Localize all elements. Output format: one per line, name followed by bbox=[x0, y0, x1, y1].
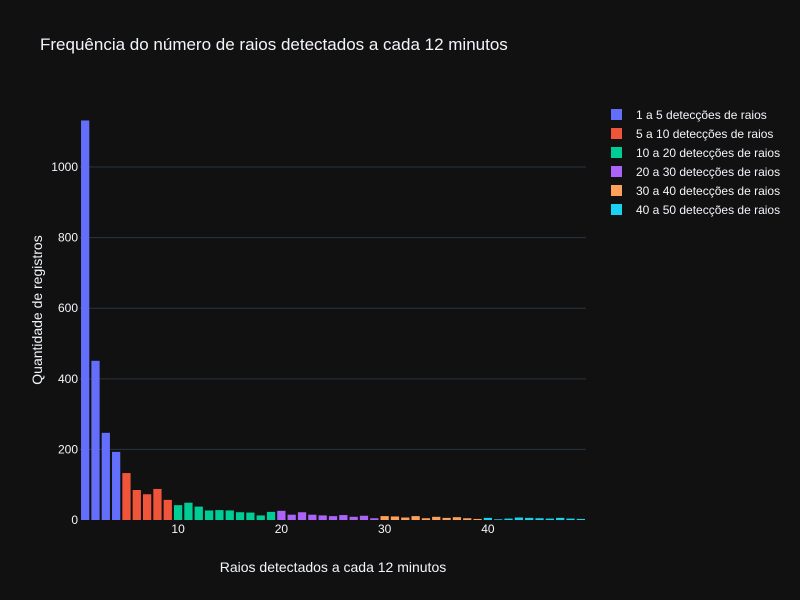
legend-item[interactable]: 20 a 30 detecções de raios bbox=[611, 165, 780, 179]
series-6-bars bbox=[483, 517, 585, 520]
bar[interactable] bbox=[173, 505, 183, 520]
legend-label: 10 a 20 detecções de raios bbox=[636, 146, 780, 160]
bar[interactable] bbox=[287, 514, 296, 520]
legend-swatch bbox=[611, 204, 622, 215]
legend-swatch bbox=[611, 128, 622, 139]
bar[interactable] bbox=[566, 518, 575, 520]
y-tick-label: 600 bbox=[58, 301, 78, 315]
legend-swatch bbox=[611, 185, 622, 196]
bar[interactable] bbox=[277, 510, 286, 520]
bar[interactable] bbox=[494, 519, 503, 520]
y-tick-label: 200 bbox=[58, 442, 78, 456]
y-axis-title: Quantidade de registros bbox=[29, 235, 45, 384]
bar[interactable] bbox=[142, 494, 152, 520]
legend-swatch bbox=[611, 147, 622, 158]
legend: 1 a 5 detecções de raios 5 a 10 detecções… bbox=[611, 108, 780, 217]
legend-label: 1 a 5 detecções de raios bbox=[636, 108, 767, 122]
legend-label: 5 a 10 detecções de raios bbox=[636, 127, 773, 141]
legend-swatch bbox=[611, 166, 622, 177]
bar[interactable] bbox=[390, 516, 400, 520]
bar[interactable] bbox=[297, 512, 307, 520]
gridlines bbox=[80, 166, 586, 450]
legend-swatch bbox=[611, 109, 622, 120]
chart-title: Frequência do número de raios detectados… bbox=[40, 35, 508, 54]
bar[interactable] bbox=[370, 518, 379, 520]
bar[interactable] bbox=[215, 510, 224, 520]
bar[interactable] bbox=[432, 516, 441, 520]
series-3-bars bbox=[173, 502, 276, 520]
legend-label: 40 a 50 detecções de raios bbox=[636, 203, 780, 217]
y-axis-ticks: 0 200 400 600 800 1000 bbox=[51, 160, 78, 527]
y-tick-label: 800 bbox=[58, 231, 78, 245]
y-tick-label: 400 bbox=[58, 372, 78, 386]
bar[interactable] bbox=[256, 515, 265, 520]
bar[interactable] bbox=[184, 502, 193, 520]
x-tick-label: 30 bbox=[378, 522, 392, 536]
series-2-bars bbox=[122, 473, 172, 520]
bar[interactable] bbox=[380, 516, 389, 520]
bars bbox=[81, 120, 585, 521]
legend-item[interactable]: 30 a 40 detecções de raios bbox=[611, 184, 780, 198]
bar[interactable] bbox=[576, 518, 585, 520]
bar[interactable] bbox=[91, 360, 100, 520]
bar[interactable] bbox=[308, 514, 317, 520]
bar[interactable] bbox=[328, 516, 338, 520]
legend-item[interactable]: 10 a 20 detecções de raios bbox=[611, 146, 780, 160]
bar[interactable] bbox=[545, 518, 554, 520]
bar[interactable] bbox=[163, 499, 172, 520]
bar[interactable] bbox=[235, 512, 245, 520]
legend-label: 20 a 30 detecções de raios bbox=[636, 165, 780, 179]
legend-item[interactable]: 5 a 10 detecções de raios bbox=[611, 127, 773, 141]
x-tick-label: 20 bbox=[275, 522, 289, 536]
legend-label: 30 a 40 detecções de raios bbox=[636, 184, 780, 198]
bar[interactable] bbox=[463, 518, 472, 520]
bar[interactable] bbox=[504, 518, 513, 520]
bar[interactable] bbox=[349, 516, 358, 520]
bar[interactable] bbox=[318, 515, 327, 520]
x-tick-label: 40 bbox=[481, 522, 495, 536]
series-1-bars bbox=[81, 120, 121, 521]
y-tick-label: 1000 bbox=[51, 160, 78, 174]
bar[interactable] bbox=[452, 517, 462, 520]
legend-item[interactable]: 40 a 50 detecções de raios bbox=[611, 203, 780, 217]
bar[interactable] bbox=[525, 517, 534, 520]
bar[interactable] bbox=[473, 518, 482, 520]
bar[interactable] bbox=[535, 518, 544, 520]
x-axis-ticks: 10 20 30 40 bbox=[171, 522, 494, 536]
bar[interactable] bbox=[132, 490, 141, 520]
bar[interactable] bbox=[81, 120, 90, 521]
bar[interactable] bbox=[339, 515, 348, 520]
bar[interactable] bbox=[101, 432, 110, 520]
x-axis-title: Raios detectados a cada 12 minutos bbox=[220, 559, 446, 575]
bar[interactable] bbox=[112, 451, 121, 520]
bar[interactable] bbox=[442, 517, 451, 520]
bar[interactable] bbox=[411, 516, 420, 520]
series-5-bars bbox=[380, 516, 482, 520]
bar[interactable] bbox=[246, 512, 255, 520]
bar[interactable] bbox=[266, 511, 276, 520]
bar[interactable] bbox=[194, 506, 203, 520]
x-tick-label: 10 bbox=[171, 522, 185, 536]
bar[interactable] bbox=[401, 517, 410, 520]
bar[interactable] bbox=[483, 517, 493, 520]
bar[interactable] bbox=[225, 510, 234, 520]
bar[interactable] bbox=[204, 510, 214, 520]
bar[interactable] bbox=[122, 473, 131, 520]
bar[interactable] bbox=[421, 518, 431, 520]
bar[interactable] bbox=[514, 517, 524, 520]
bar[interactable] bbox=[556, 517, 565, 520]
bar[interactable] bbox=[359, 515, 369, 520]
bar[interactable] bbox=[153, 488, 162, 520]
series-4-bars bbox=[277, 510, 379, 520]
y-tick-label: 0 bbox=[71, 513, 78, 527]
legend-item[interactable]: 1 a 5 detecções de raios bbox=[611, 108, 767, 122]
